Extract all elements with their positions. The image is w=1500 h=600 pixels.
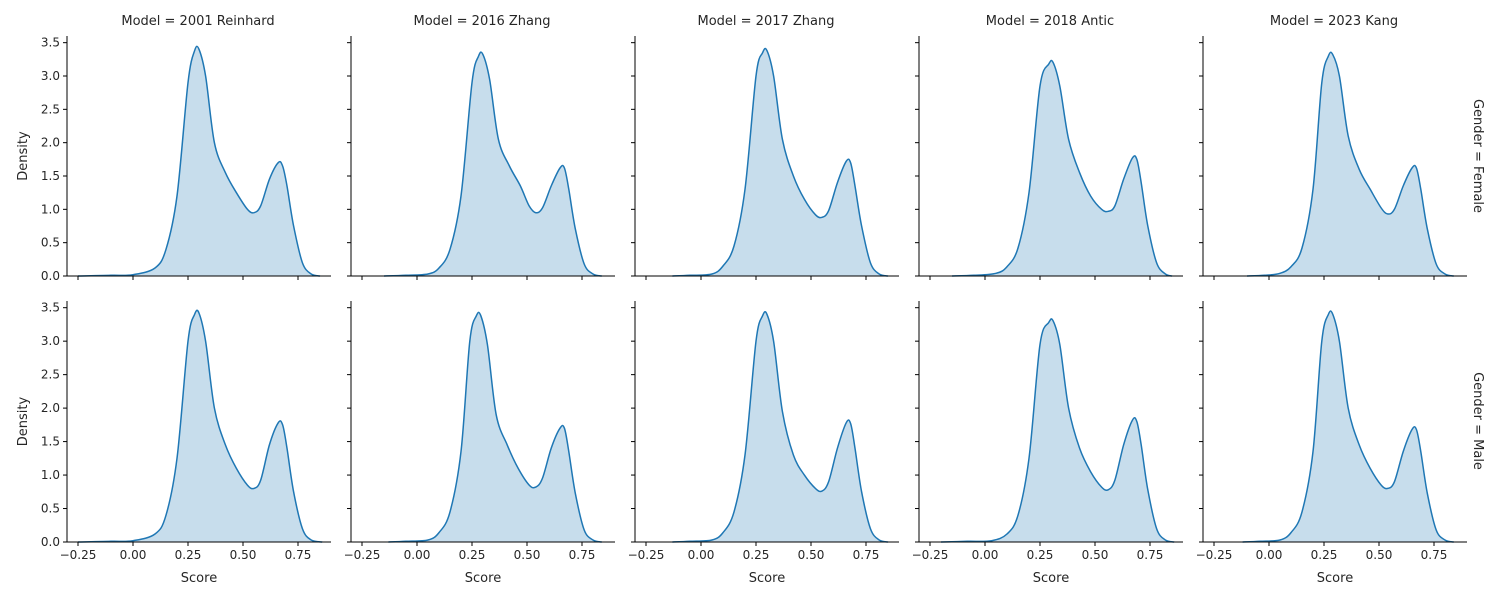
panel-r0-c4 xyxy=(1199,36,1467,280)
x-tick-label: 0.00 xyxy=(120,548,147,562)
panel-r1-c2: −0.25 0.00 0.25 0.50 0.75 Score xyxy=(628,301,899,586)
y-tick-label: 0.5 xyxy=(41,502,60,516)
y-tick-label: 3.0 xyxy=(41,69,60,83)
row-title-0: Gender = Female xyxy=(1470,99,1485,213)
panel-r0-c3 xyxy=(915,36,1183,280)
column-titles: Model = 2001 Reinhard Model = 2016 Zhang… xyxy=(121,14,1398,29)
density-fill xyxy=(672,311,888,542)
density-line xyxy=(383,51,602,277)
x-tick-label: −0.25 xyxy=(628,548,665,562)
col-title-1: Model = 2016 Zhang xyxy=(413,14,550,29)
x-tick-label: 0.75 xyxy=(1137,548,1164,562)
x-tick-label: 0.75 xyxy=(853,548,880,562)
panels: 0.0 0.5 1.0 1.5 2.0 2.5 3.0 3.5 Density 0.0 0.5 1.0… xyxy=(16,36,1467,586)
x-tick-label: 0.50 xyxy=(230,548,257,562)
y-tick-label: 1.0 xyxy=(41,202,60,216)
x-tick-label: 0.75 xyxy=(1421,548,1448,562)
col-title-0: Model = 2001 Reinhard xyxy=(121,14,274,29)
x-axis-label: Score xyxy=(181,571,217,586)
x-tick-label: 0.75 xyxy=(569,548,596,562)
y-tick-label: 0.0 xyxy=(41,269,60,283)
x-tick-label: 0.50 xyxy=(514,548,541,562)
density-line xyxy=(388,311,602,543)
density-line xyxy=(940,318,1175,543)
x-tick-label: 0.00 xyxy=(404,548,431,562)
x-tick-label: −0.25 xyxy=(1196,548,1233,562)
x-tick-label: 0.00 xyxy=(688,548,715,562)
row-titles: Gender = Female Gender = Male xyxy=(1470,99,1485,470)
x-tick-label: 0.50 xyxy=(798,548,825,562)
density-fill xyxy=(1247,52,1454,277)
y-tick-label: 2.0 xyxy=(41,136,60,150)
x-tick-label: 0.25 xyxy=(1311,548,1338,562)
x-tick-label: 0.25 xyxy=(459,548,486,562)
panel-r1-c1: −0.25 0.00 0.25 0.50 0.75 Score xyxy=(344,301,615,586)
panel-r1-c3: −0.25 0.00 0.25 0.50 0.75 Score xyxy=(912,301,1183,586)
x-tick-label: 0.25 xyxy=(743,548,770,562)
x-axis-label: Score xyxy=(749,571,785,586)
y-axis-label: Density xyxy=(16,396,31,446)
density-fill xyxy=(388,312,602,542)
y-tick-label: 0.0 xyxy=(41,535,60,549)
density-line xyxy=(672,311,889,543)
density-line xyxy=(77,309,323,543)
panel-r0-c1 xyxy=(347,36,615,280)
x-axis-label: Score xyxy=(1317,571,1353,586)
density-fill xyxy=(952,60,1172,276)
x-tick-label: −0.25 xyxy=(912,548,949,562)
density-line xyxy=(1242,310,1454,543)
x-axis-label: Score xyxy=(1033,571,1069,586)
panel-r0-c0: 0.0 0.5 1.0 1.5 2.0 2.5 3.0 3.5 Density xyxy=(16,36,331,283)
y-tick-label: 1.5 xyxy=(41,169,60,183)
x-tick-label: 0.50 xyxy=(1366,548,1393,562)
density-fill xyxy=(78,310,323,542)
col-title-3: Model = 2018 Antic xyxy=(986,14,1114,29)
density-fill xyxy=(1242,311,1454,542)
x-tick-label: −0.25 xyxy=(344,548,381,562)
panel-r1-c4: −0.25 0.00 0.25 0.50 0.75 Score xyxy=(1196,301,1467,586)
x-tick-label: 0.00 xyxy=(972,548,999,562)
y-tick-label: 2.0 xyxy=(41,401,60,415)
density-line xyxy=(672,47,889,277)
row-title-1: Gender = Male xyxy=(1470,372,1485,470)
density-fill xyxy=(78,46,320,276)
density-line xyxy=(1246,51,1454,277)
col-title-2: Model = 2017 Zhang xyxy=(697,14,834,29)
panel-r0-c2 xyxy=(631,36,899,280)
density-line xyxy=(951,59,1173,277)
x-tick-label: 0.75 xyxy=(285,548,312,562)
col-title-4: Model = 2023 Kang xyxy=(1270,14,1398,29)
x-tick-label: −0.25 xyxy=(60,548,97,562)
density-fill xyxy=(672,48,888,276)
x-axis-label: Score xyxy=(465,571,501,586)
x-tick-label: 0.00 xyxy=(1256,548,1283,562)
density-fill xyxy=(941,318,1175,542)
panel-r1-c0: 0.0 0.5 1.0 1.5 2.0 2.5 3.0 3.5 −0.25 0.00 0.25 0.5… xyxy=(16,301,331,586)
y-tick-label: 2.5 xyxy=(41,368,60,382)
y-tick-label: 2.5 xyxy=(41,102,60,116)
y-tick-label: 0.5 xyxy=(41,236,60,250)
x-tick-label: 0.50 xyxy=(1082,548,1109,562)
y-tick-label: 3.5 xyxy=(41,301,60,315)
y-tick-label: 3.0 xyxy=(41,334,60,348)
y-tick-label: 1.0 xyxy=(41,468,60,482)
density-fill xyxy=(384,52,602,276)
y-tick-label: 1.5 xyxy=(41,435,60,449)
y-axis-label: Density xyxy=(16,131,31,181)
x-tick-label: 0.25 xyxy=(1027,548,1054,562)
density-line xyxy=(77,45,321,277)
x-tick-label: 0.25 xyxy=(175,548,202,562)
y-tick-label: 3.5 xyxy=(41,36,60,50)
